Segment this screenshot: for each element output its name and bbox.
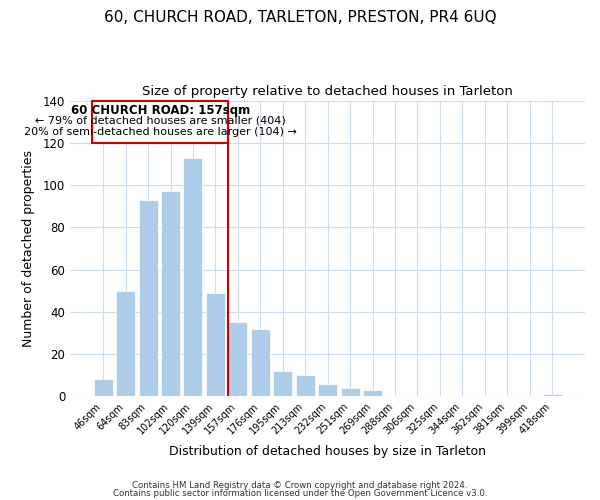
Bar (116, 290, 135, 397)
Bar (542, 394, 562, 396)
Bar (94, 380, 113, 396)
X-axis label: Distribution of detached houses by size in Tarleton: Distribution of detached houses by size … (169, 444, 486, 458)
Bar (229, 322, 247, 396)
Y-axis label: Number of detached properties: Number of detached properties (22, 150, 35, 347)
Bar (363, 390, 382, 396)
Bar (296, 376, 315, 396)
Bar (341, 388, 359, 396)
Text: Contains public sector information licensed under the Open Government Licence v3: Contains public sector information licen… (113, 488, 487, 498)
Bar (251, 329, 270, 396)
Bar (273, 371, 292, 396)
Text: 60 CHURCH ROAD: 157sqm: 60 CHURCH ROAD: 157sqm (71, 104, 250, 117)
Bar (139, 200, 158, 396)
Text: 20% of semi-detached houses are larger (104) →: 20% of semi-detached houses are larger (… (23, 127, 296, 137)
Bar (184, 158, 202, 396)
Bar (318, 384, 337, 396)
Text: ← 79% of detached houses are smaller (404): ← 79% of detached houses are smaller (40… (35, 116, 286, 126)
Text: Contains HM Land Registry data © Crown copyright and database right 2024.: Contains HM Land Registry data © Crown c… (132, 481, 468, 490)
Bar (161, 192, 180, 396)
Bar (206, 293, 225, 397)
Text: 60, CHURCH ROAD, TARLETON, PRESTON, PR4 6UQ: 60, CHURCH ROAD, TARLETON, PRESTON, PR4 … (104, 10, 496, 25)
Title: Size of property relative to detached houses in Tarleton: Size of property relative to detached ho… (142, 85, 513, 98)
FancyBboxPatch shape (92, 100, 229, 143)
